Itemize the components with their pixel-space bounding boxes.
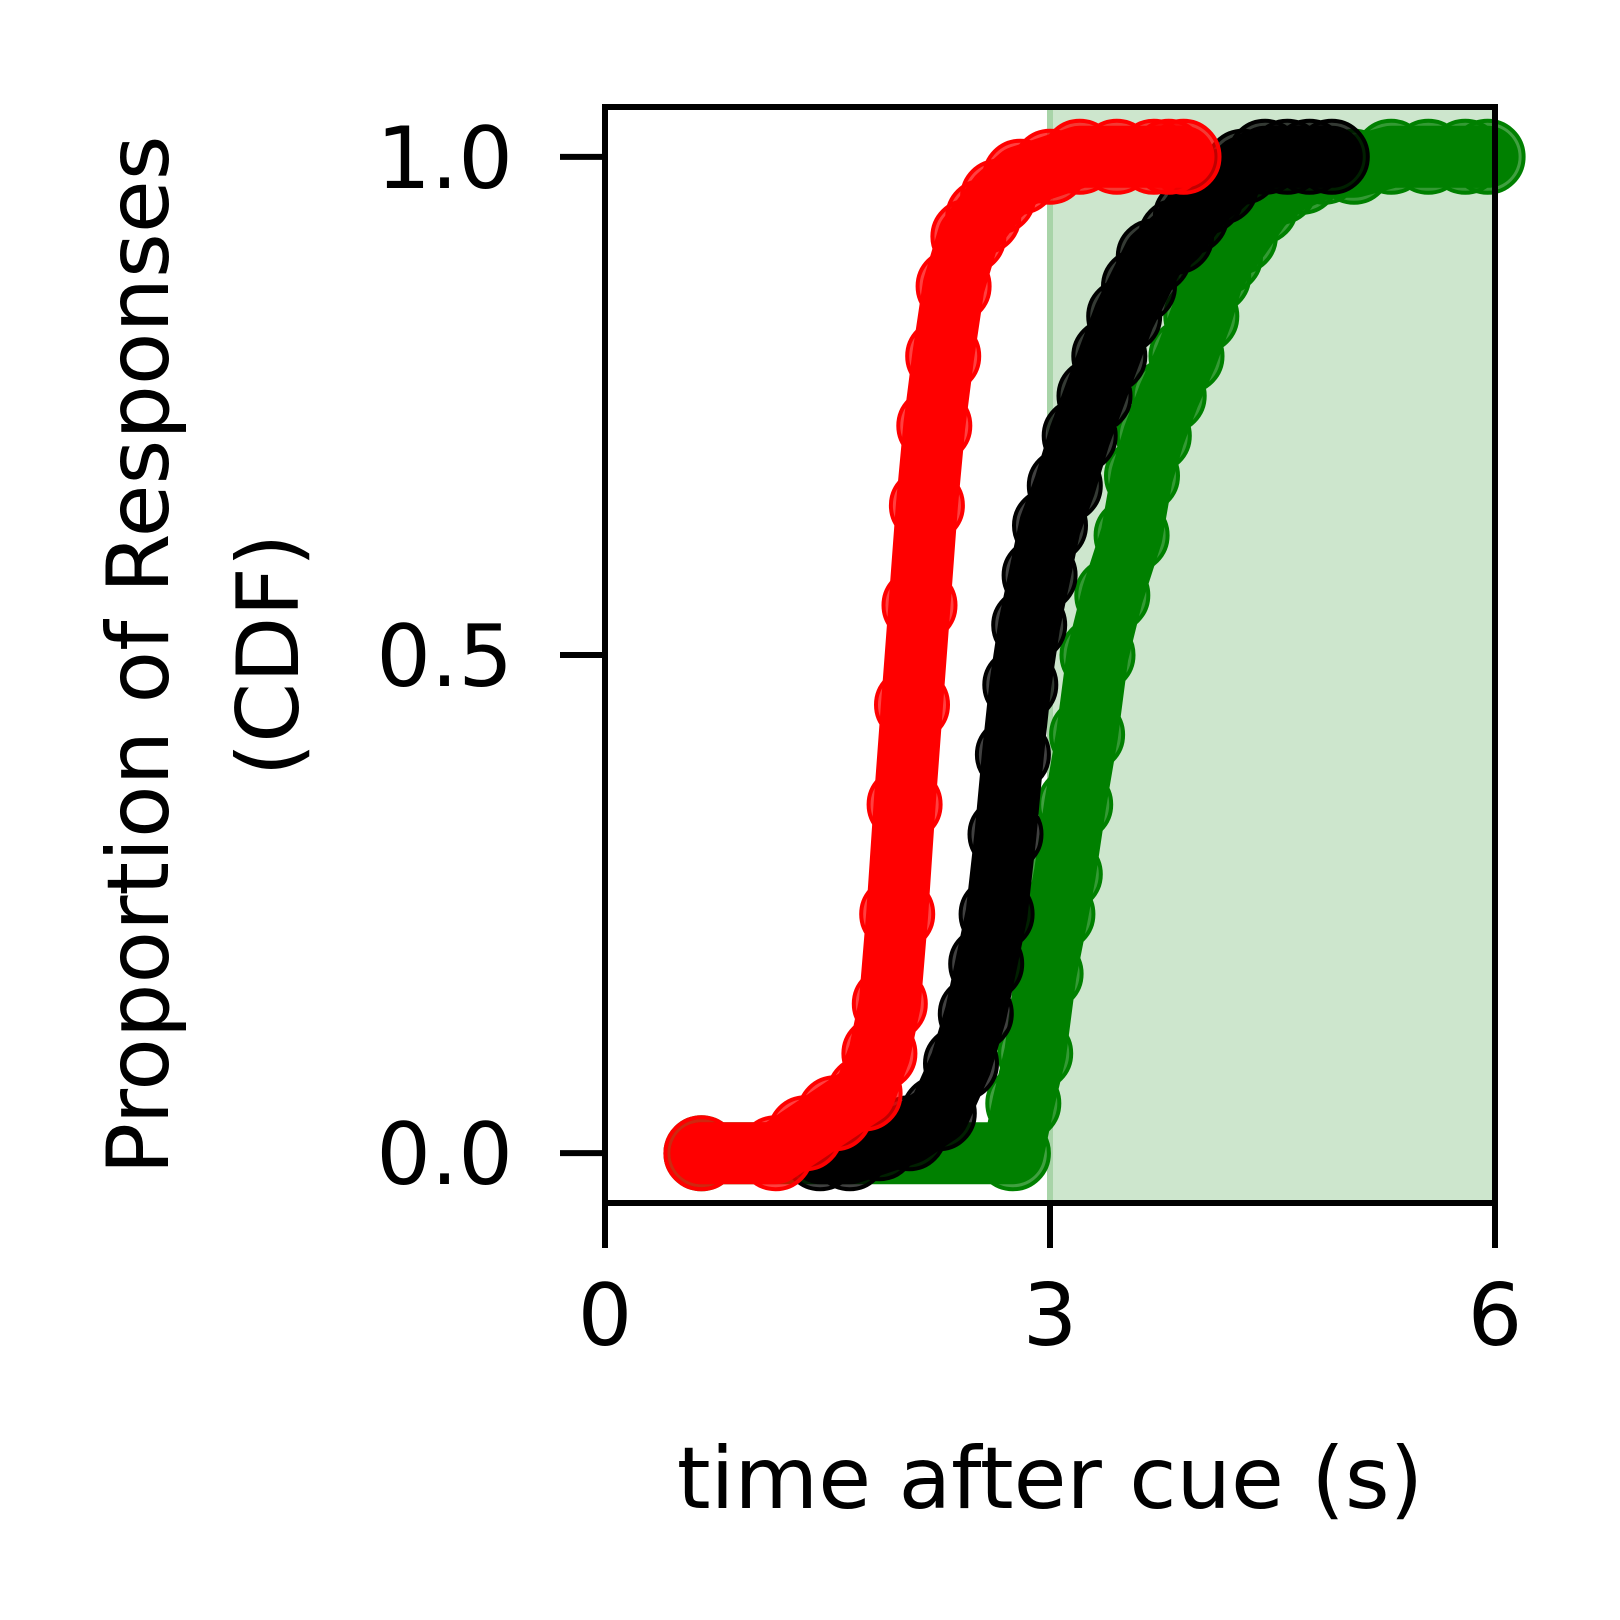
series-3-point	[905, 318, 982, 395]
series-3-point	[1145, 118, 1222, 195]
series-1-point	[1037, 766, 1114, 843]
series-2-point	[974, 716, 1051, 793]
series-2	[782, 118, 1370, 1192]
x-axis-label: time after cue (s)	[677, 1429, 1423, 1529]
series-1-point	[997, 1015, 1074, 1092]
series-2-point	[958, 876, 1035, 953]
series-1-point	[1049, 696, 1126, 773]
x-tick-label: 0	[578, 1266, 633, 1366]
y-axis-label-line2: (CDF)	[219, 534, 319, 777]
x-tick-label: 3	[1023, 1266, 1078, 1366]
y-axis-label-line1: Proportion of Responses	[89, 135, 189, 1174]
y-tick-label: 0.0	[376, 1105, 513, 1205]
series-3-point	[663, 1115, 740, 1192]
ticks-layer: 0 3 6 0.0 0.5 1.0	[376, 109, 1522, 1366]
series-1-point	[1449, 118, 1526, 195]
series-layer	[663, 118, 1526, 1192]
series-3	[663, 118, 1222, 1192]
series-3-point	[859, 876, 936, 953]
series-3-point	[896, 387, 973, 464]
series-3-point	[888, 467, 965, 544]
series-3-point	[874, 666, 950, 743]
series-2-point	[967, 796, 1044, 873]
x-tick-label: 6	[1468, 1266, 1523, 1366]
series-3-point	[881, 567, 958, 644]
series-3-point	[851, 965, 928, 1042]
series-2-point	[1293, 118, 1370, 195]
y-tick-label: 1.0	[376, 109, 513, 209]
series-3-point	[866, 766, 943, 843]
y-tick-label: 0.5	[376, 607, 513, 707]
